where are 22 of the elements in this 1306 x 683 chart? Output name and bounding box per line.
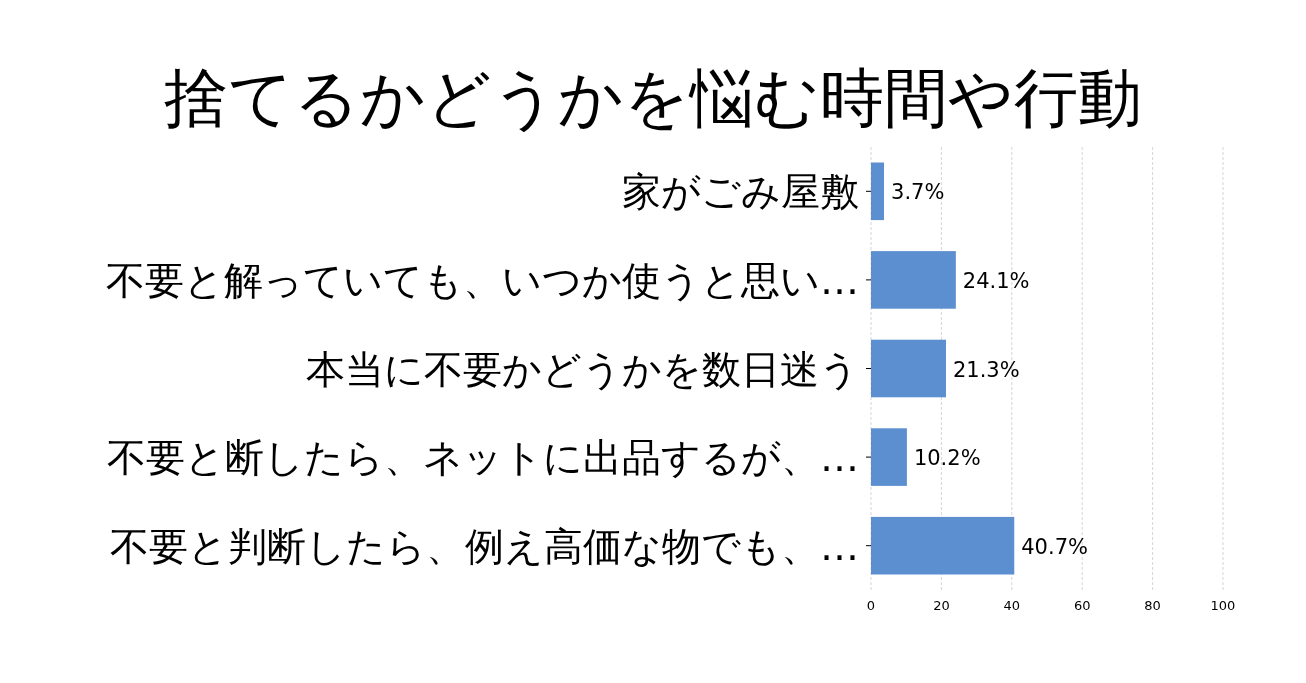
x-tick-label: 100	[1210, 598, 1236, 613]
y-tick-label: 家がごみ屋敷	[622, 169, 859, 215]
data-label: 3.7%	[891, 180, 945, 205]
data-label: 21.3%	[952, 357, 1020, 382]
bar	[871, 162, 885, 221]
x-tick-label: 60	[1073, 598, 1091, 613]
bar	[871, 339, 946, 398]
data-label: 40.7%	[1021, 534, 1088, 559]
x-tick-label: 0	[866, 598, 876, 613]
x-tick-label: 20	[933, 598, 950, 613]
bar	[871, 251, 956, 309]
x-tick-label: 40	[1003, 598, 1021, 613]
y-tick-label: 不要と断したら、ネットに出品するが、…	[107, 435, 859, 481]
y-tick-label: 不要と解っていても、いつか使うと思い…	[106, 257, 859, 303]
bar	[871, 428, 907, 486]
y-tick-label: 本当に不要かどうかを数日迷う	[306, 346, 859, 392]
bar	[871, 516, 1015, 575]
y-tick-label: 不要と判断したら、例え高価な物でも、…	[110, 523, 859, 569]
x-tick-label: 80	[1144, 598, 1161, 613]
data-label: 10.2%	[913, 446, 981, 471]
chart-title: 捨てるかどうかを悩む時間や行動	[164, 61, 1142, 135]
data-label: 24.1%	[962, 268, 1030, 293]
